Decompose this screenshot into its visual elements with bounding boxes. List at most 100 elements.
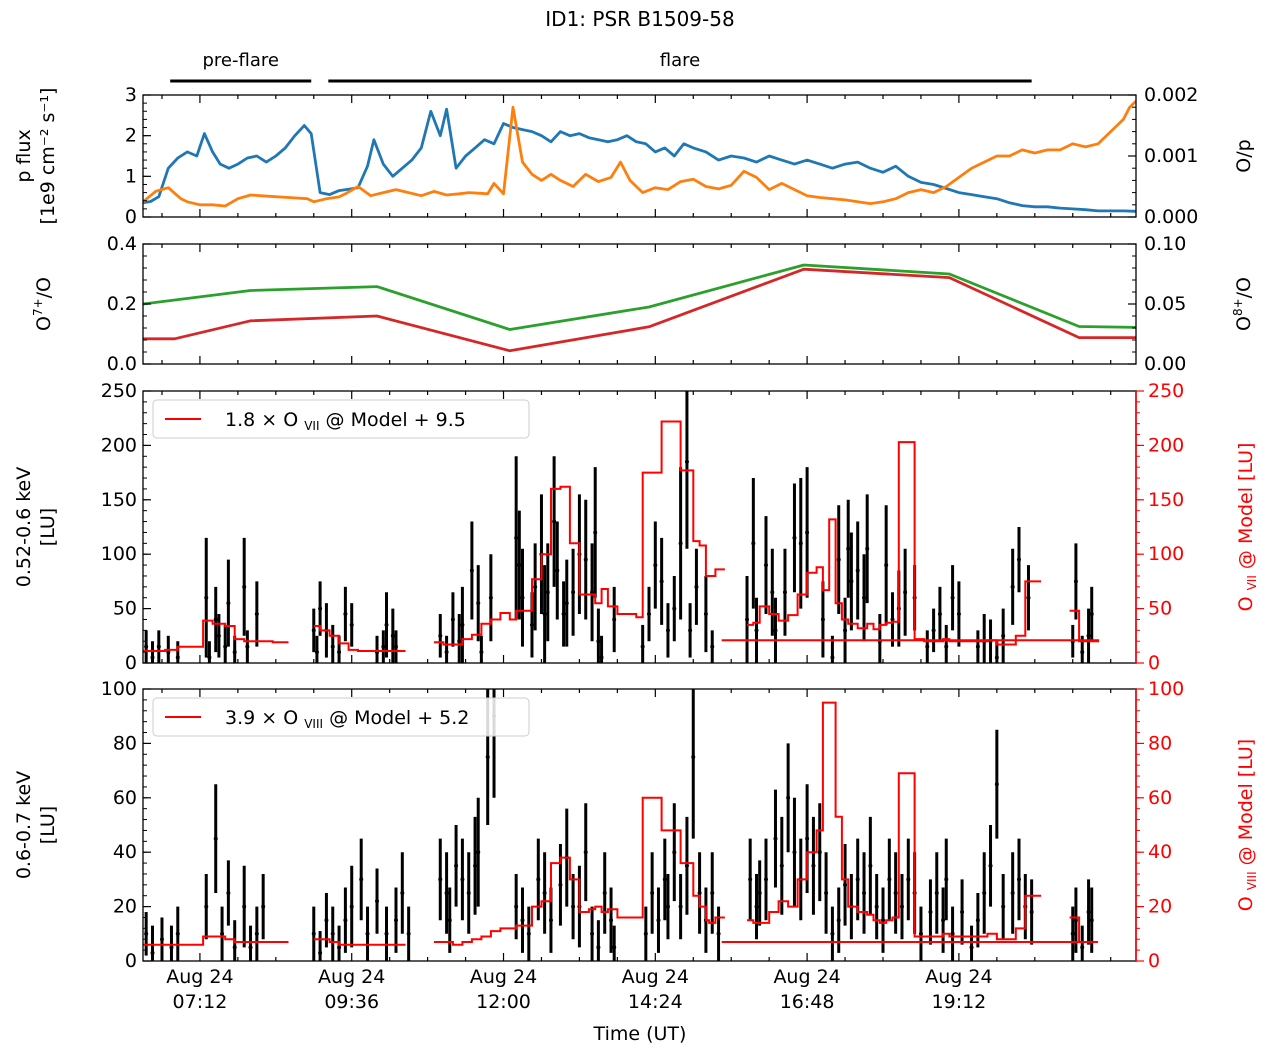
data-point: [248, 945, 253, 950]
x-tick-label-date: Aug 24: [166, 966, 233, 988]
data-point: [612, 617, 617, 622]
data-point: [450, 617, 455, 622]
plot-area: [143, 100, 1136, 213]
data-point: [950, 595, 955, 600]
model-step-line: [313, 625, 406, 652]
data-point: [590, 590, 595, 595]
data-point: [596, 639, 601, 644]
data-point: [811, 863, 816, 868]
label-main: O: [1233, 316, 1255, 331]
right-label-sub: VII: [1245, 575, 1259, 590]
data-point: [862, 595, 867, 600]
data-point: [874, 904, 879, 909]
data-point: [466, 891, 471, 895]
data-point: [770, 590, 775, 595]
data-point: [485, 755, 490, 759]
data-point: [438, 633, 443, 638]
y-tick-label: 50: [113, 598, 137, 620]
data-point: [390, 633, 395, 638]
data-point: [751, 541, 756, 546]
series-line-green: [143, 263, 1136, 331]
data-point: [169, 945, 174, 950]
x-tick-label-date: Aug 24: [773, 966, 840, 988]
data-point: [950, 931, 955, 936]
y-tick-label: 0.4: [107, 233, 137, 255]
data-point: [204, 595, 209, 600]
data-point: [254, 931, 259, 936]
right-y-tick-label: 0.001: [1144, 145, 1198, 167]
data-point: [213, 617, 218, 622]
data-point: [748, 877, 753, 882]
data-point: [884, 563, 889, 568]
data-point: [216, 633, 221, 638]
data-point: [232, 945, 237, 950]
axes-frame: [142, 243, 1137, 365]
panel-3: 0 50 100 150 200 250 0 50 100 150 200 250 1.8 × O VI…: [13, 380, 1259, 674]
data-point: [609, 918, 614, 923]
data-point: [975, 644, 980, 649]
x-tick-label-time: 16:48: [780, 991, 835, 1013]
data-point: [937, 612, 942, 617]
data-point: [960, 910, 965, 915]
data-point: [805, 530, 810, 535]
data-point: [836, 557, 841, 562]
right-y-tick-label: 150: [1148, 489, 1184, 511]
panel-4: 0 20 40 60 80 100 0 20 40 60 80 100 3.9 × O VIII @ M…: [13, 678, 1259, 972]
data-point: [944, 644, 949, 649]
right-y-tick-label: 0.05: [1144, 293, 1186, 315]
data-point: [542, 891, 547, 895]
data-point: [846, 546, 851, 551]
period-label: flare: [660, 50, 700, 71]
data-point: [330, 931, 335, 936]
label-tail: /O: [33, 277, 55, 298]
y-tick-label: 1: [125, 165, 137, 187]
data-point: [245, 644, 250, 649]
data-point: [688, 628, 693, 633]
right-axis-label: O VIII @ Model [LU]: [1235, 739, 1259, 911]
data-point: [672, 850, 677, 855]
data-point: [612, 945, 617, 950]
data-point: [242, 584, 247, 589]
data-point: [564, 601, 569, 606]
x-axis-label: Time (UT): [593, 1023, 687, 1045]
y-tick-label: 100: [101, 678, 137, 700]
right-y-tick-label: 0.10: [1144, 233, 1186, 255]
data-point: [893, 891, 898, 895]
data-point: [223, 644, 228, 649]
data-point: [365, 931, 370, 936]
data-point: [555, 568, 560, 573]
data-point: [691, 755, 696, 759]
plot-area: [143, 689, 1099, 961]
data-point: [596, 945, 601, 950]
data-point: [226, 601, 231, 606]
data-point: [213, 836, 218, 841]
model-step-line: [143, 935, 289, 946]
data-point: [899, 904, 904, 909]
right-axis-label: O/p: [1233, 139, 1255, 172]
data-point: [1086, 910, 1091, 915]
data-point: [1026, 595, 1031, 600]
data-point: [824, 891, 829, 895]
data-point: [1086, 633, 1091, 638]
model-step-line: [721, 609, 1100, 643]
x-axis-tick-labels: Aug 24 07:12 Aug 24 09:36 Aug 24 12:00 Aug 24 1…: [166, 966, 992, 1013]
data-point: [343, 918, 348, 923]
right-y-tick-label: 0: [1148, 950, 1160, 972]
data-point: [855, 877, 860, 882]
data-point: [359, 877, 364, 882]
data-point: [583, 850, 588, 855]
data-point: [830, 655, 835, 660]
data-point: [969, 945, 974, 950]
data-point: [343, 612, 348, 617]
data-point: [773, 628, 778, 633]
data-point: [830, 931, 835, 936]
label-tail: /O: [1233, 277, 1255, 298]
data-point: [473, 863, 478, 868]
data-point: [931, 628, 936, 633]
data-point: [520, 595, 525, 600]
data-point: [311, 628, 316, 633]
period-label: pre-flare: [202, 50, 278, 71]
plot-area: [143, 391, 1100, 663]
data-point: [843, 882, 848, 887]
